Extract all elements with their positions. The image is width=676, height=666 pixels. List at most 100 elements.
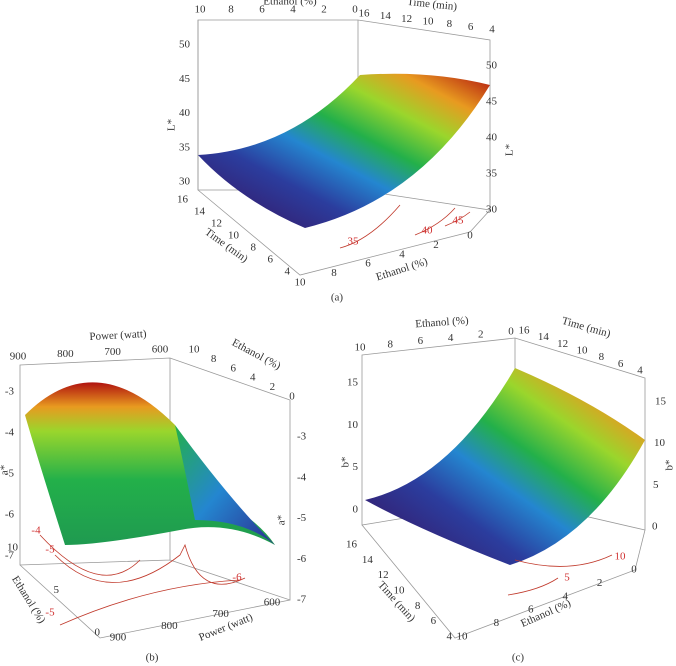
contour-label: 35	[348, 236, 360, 248]
tick-label: 10	[577, 345, 589, 357]
tick-label: -4	[297, 471, 307, 483]
tick-label: 14	[194, 206, 206, 218]
tick-label: 12	[401, 13, 412, 25]
tick-label: 0	[467, 230, 473, 242]
tick-label: 700	[212, 608, 229, 620]
tick-label: 4	[290, 4, 296, 16]
axis-title: Ethanol (%)	[9, 574, 48, 626]
tick-label: 800	[161, 620, 178, 632]
tick-label: -3	[5, 386, 15, 398]
tick-label: 8	[494, 617, 500, 629]
tick-label: 12	[557, 338, 568, 350]
tick-label: -5	[297, 512, 307, 524]
contour-a	[339, 204, 471, 249]
tick-label: 600	[152, 344, 169, 356]
tick-label: 2	[597, 577, 603, 589]
tick-label: 2	[321, 4, 327, 16]
tick-label: 4	[448, 332, 454, 344]
tick-label: 0	[508, 326, 514, 338]
tick-label: 6	[418, 335, 424, 347]
contour-label: 10	[615, 551, 627, 563]
surface-b-side	[175, 425, 275, 545]
tick-label: 15	[655, 396, 667, 408]
tick-label: 4	[562, 590, 568, 602]
tick-label: 8	[228, 4, 234, 16]
axis-title: Ethanol (%)	[263, 0, 317, 8]
tick-label: 40	[179, 107, 191, 119]
tick-label: -3	[297, 431, 307, 443]
contour-b	[39, 534, 246, 626]
tick-label: 30	[486, 204, 498, 216]
tick-label: 6	[528, 604, 534, 616]
tick-label: 8	[211, 353, 217, 365]
panel-caption: (a)	[331, 292, 344, 304]
tick-label: -7	[5, 550, 15, 562]
tick-label: -4	[5, 427, 15, 439]
tick-label: 2	[478, 329, 484, 341]
axis-title: a*	[276, 515, 288, 525]
tick-label: 0	[353, 504, 359, 516]
tick-label: 4	[637, 365, 643, 377]
tick-label: -7	[297, 594, 307, 606]
tick-label: 40	[486, 132, 498, 144]
axis-title: Power (watt)	[89, 328, 147, 343]
tick-label: 8	[447, 18, 453, 30]
axis-title: Time (min)	[407, 0, 458, 13]
tick-label: 4	[250, 372, 256, 384]
tick-label: 0	[289, 391, 295, 403]
tick-label: 6	[618, 358, 624, 370]
contour-label: 45	[453, 215, 465, 227]
axis-title: a*	[0, 465, 11, 475]
contour-label: 40	[422, 225, 434, 237]
tick-label: 10	[347, 419, 359, 431]
tick-label: 2	[433, 239, 439, 251]
tick-label: 600	[264, 597, 281, 609]
axis-title: Ethanol (%)	[415, 315, 469, 331]
tick-label: 8	[599, 351, 605, 363]
tick-label: -6	[297, 553, 307, 565]
tick-label: 10	[228, 230, 240, 242]
tick-label: 14	[362, 554, 374, 566]
tick-label: 10	[7, 542, 19, 554]
tick-label: 10	[654, 437, 666, 449]
tick-label: 10	[295, 277, 307, 289]
tick-label: 6	[230, 362, 236, 374]
contour-label: -4	[31, 525, 41, 537]
tick-label: 16	[177, 194, 189, 206]
tick-label: 45	[486, 96, 498, 108]
axis-title: L*	[166, 119, 178, 131]
tick-label: 4	[447, 631, 453, 643]
tick-label: 10	[195, 4, 207, 16]
tick-label: 800	[57, 348, 74, 360]
tick-label: 6	[259, 4, 265, 16]
tick-label: 900	[110, 632, 127, 644]
tick-label: 0	[352, 4, 358, 16]
tick-label: 0	[652, 521, 658, 533]
tick-label: 5	[653, 479, 659, 491]
tick-label: 35	[486, 168, 498, 180]
tick-label: 10	[189, 344, 201, 356]
tick-label: 5	[54, 584, 60, 596]
tick-label: 6	[468, 21, 474, 33]
panel-caption: (c)	[512, 652, 525, 664]
tick-label: 14	[538, 331, 550, 343]
contour-label: -5	[45, 607, 55, 619]
tick-label: 8	[251, 242, 257, 254]
axis-title: L*	[504, 144, 516, 156]
tick-label: 12	[378, 569, 389, 581]
tick-label: 0	[95, 627, 101, 639]
contour-label: -5	[45, 544, 55, 556]
tick-label: 0	[631, 564, 637, 576]
tick-label: 10	[423, 16, 435, 28]
axis-title: Time (min)	[203, 226, 251, 265]
axis-title: Ethanol (%)	[230, 337, 283, 373]
tick-label: 35	[179, 141, 191, 153]
tick-label: 14	[380, 10, 392, 22]
surface-c	[365, 368, 645, 565]
tick-label: 4	[285, 266, 291, 278]
tick-label: 50	[486, 60, 498, 72]
tick-label: 2	[270, 381, 276, 393]
tick-label: 4	[489, 24, 495, 36]
tick-label: 900	[10, 351, 27, 363]
